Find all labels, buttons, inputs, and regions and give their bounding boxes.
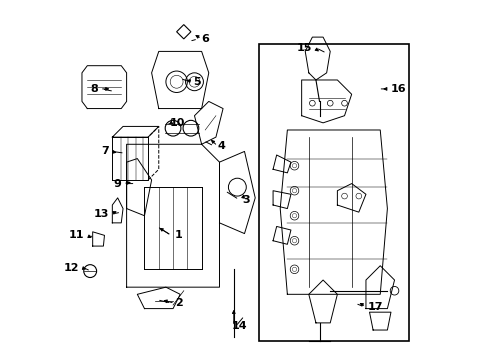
Text: 11: 11 bbox=[69, 230, 84, 240]
Text: 14: 14 bbox=[231, 321, 247, 332]
Text: 15: 15 bbox=[296, 43, 312, 53]
Text: 4: 4 bbox=[217, 141, 225, 151]
Bar bbox=[258, 44, 408, 341]
Text: 13: 13 bbox=[93, 209, 108, 219]
Text: 2: 2 bbox=[175, 298, 182, 308]
Text: 9: 9 bbox=[113, 179, 121, 189]
Text: 17: 17 bbox=[367, 302, 383, 312]
Text: 3: 3 bbox=[242, 195, 250, 204]
Text: 6: 6 bbox=[201, 34, 209, 44]
Text: 12: 12 bbox=[64, 262, 80, 273]
Text: 7: 7 bbox=[101, 147, 108, 157]
Text: 1: 1 bbox=[175, 230, 182, 240]
Text: 8: 8 bbox=[90, 84, 98, 94]
Text: 10: 10 bbox=[169, 118, 184, 128]
Text: 16: 16 bbox=[390, 84, 406, 94]
Text: 5: 5 bbox=[192, 77, 200, 87]
